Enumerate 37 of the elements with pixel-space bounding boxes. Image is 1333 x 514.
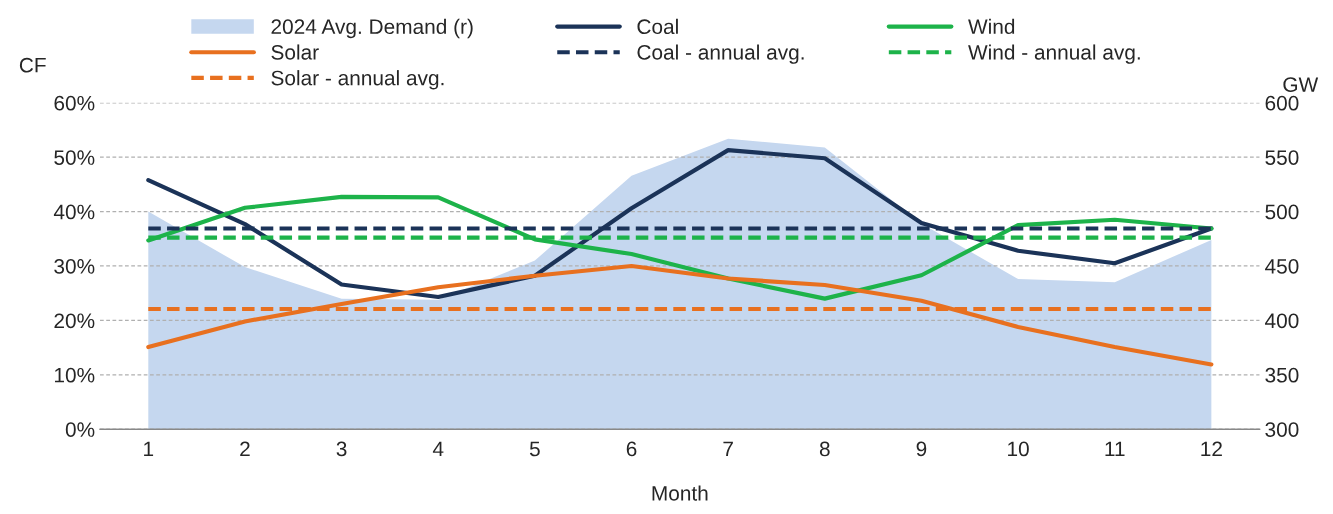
x-tick-label: 3: [336, 441, 347, 457]
x-tick-label: 6: [626, 441, 637, 457]
y2-tick-label: 600: [1265, 95, 1299, 111]
x-tick-label: 4: [432, 441, 444, 457]
legend-label: Coal - annual avg.: [637, 44, 804, 64]
x-axis-title: Month: [652, 485, 708, 501]
y2-axis-title: GW: [1283, 77, 1319, 92]
line-series: [146, 263, 1214, 367]
x-tick-label: 9: [916, 441, 927, 457]
legend-label: Solar: [271, 44, 319, 60]
y-tick-label: 60%: [54, 95, 95, 111]
legend-label: Wind: [968, 18, 1015, 35]
y-axis-title: CF: [19, 57, 46, 73]
x-tick-label: 7: [723, 441, 733, 457]
legend-label: 2024 Avg. Demand (r): [271, 18, 473, 39]
y2-tick-label: 350: [1265, 367, 1299, 383]
y2-tick-label: 500: [1265, 204, 1299, 220]
y-tick-label: 10%: [55, 367, 95, 383]
x-tick-label: 12: [1201, 441, 1222, 457]
legend-label: Wind - annual avg.: [968, 44, 1140, 64]
x-tick-label: 5: [529, 441, 540, 457]
y2-tick-label: 550: [1265, 150, 1299, 165]
x-tick-label: 8: [819, 441, 830, 457]
y2-tick-label: 400: [1265, 313, 1299, 329]
y-tick-label: 0%: [65, 422, 95, 437]
x-tick-label: 10: [1008, 441, 1029, 457]
y-tick-label: 20%: [54, 313, 95, 329]
x-tick-label: 11: [1105, 441, 1125, 457]
y2-tick-label: 300: [1265, 422, 1299, 437]
y-tick-label: 40%: [53, 204, 95, 220]
legend-label: Coal: [637, 18, 678, 35]
y-tick-label: 50%: [54, 150, 95, 165]
y2-tick-label: 450: [1265, 259, 1299, 274]
x-tick-label: 2: [240, 441, 250, 457]
legend-label: Solar - annual avg.: [271, 70, 444, 90]
x-tick-label: 1: [144, 441, 154, 457]
y-tick-label: 30%: [54, 259, 95, 274]
